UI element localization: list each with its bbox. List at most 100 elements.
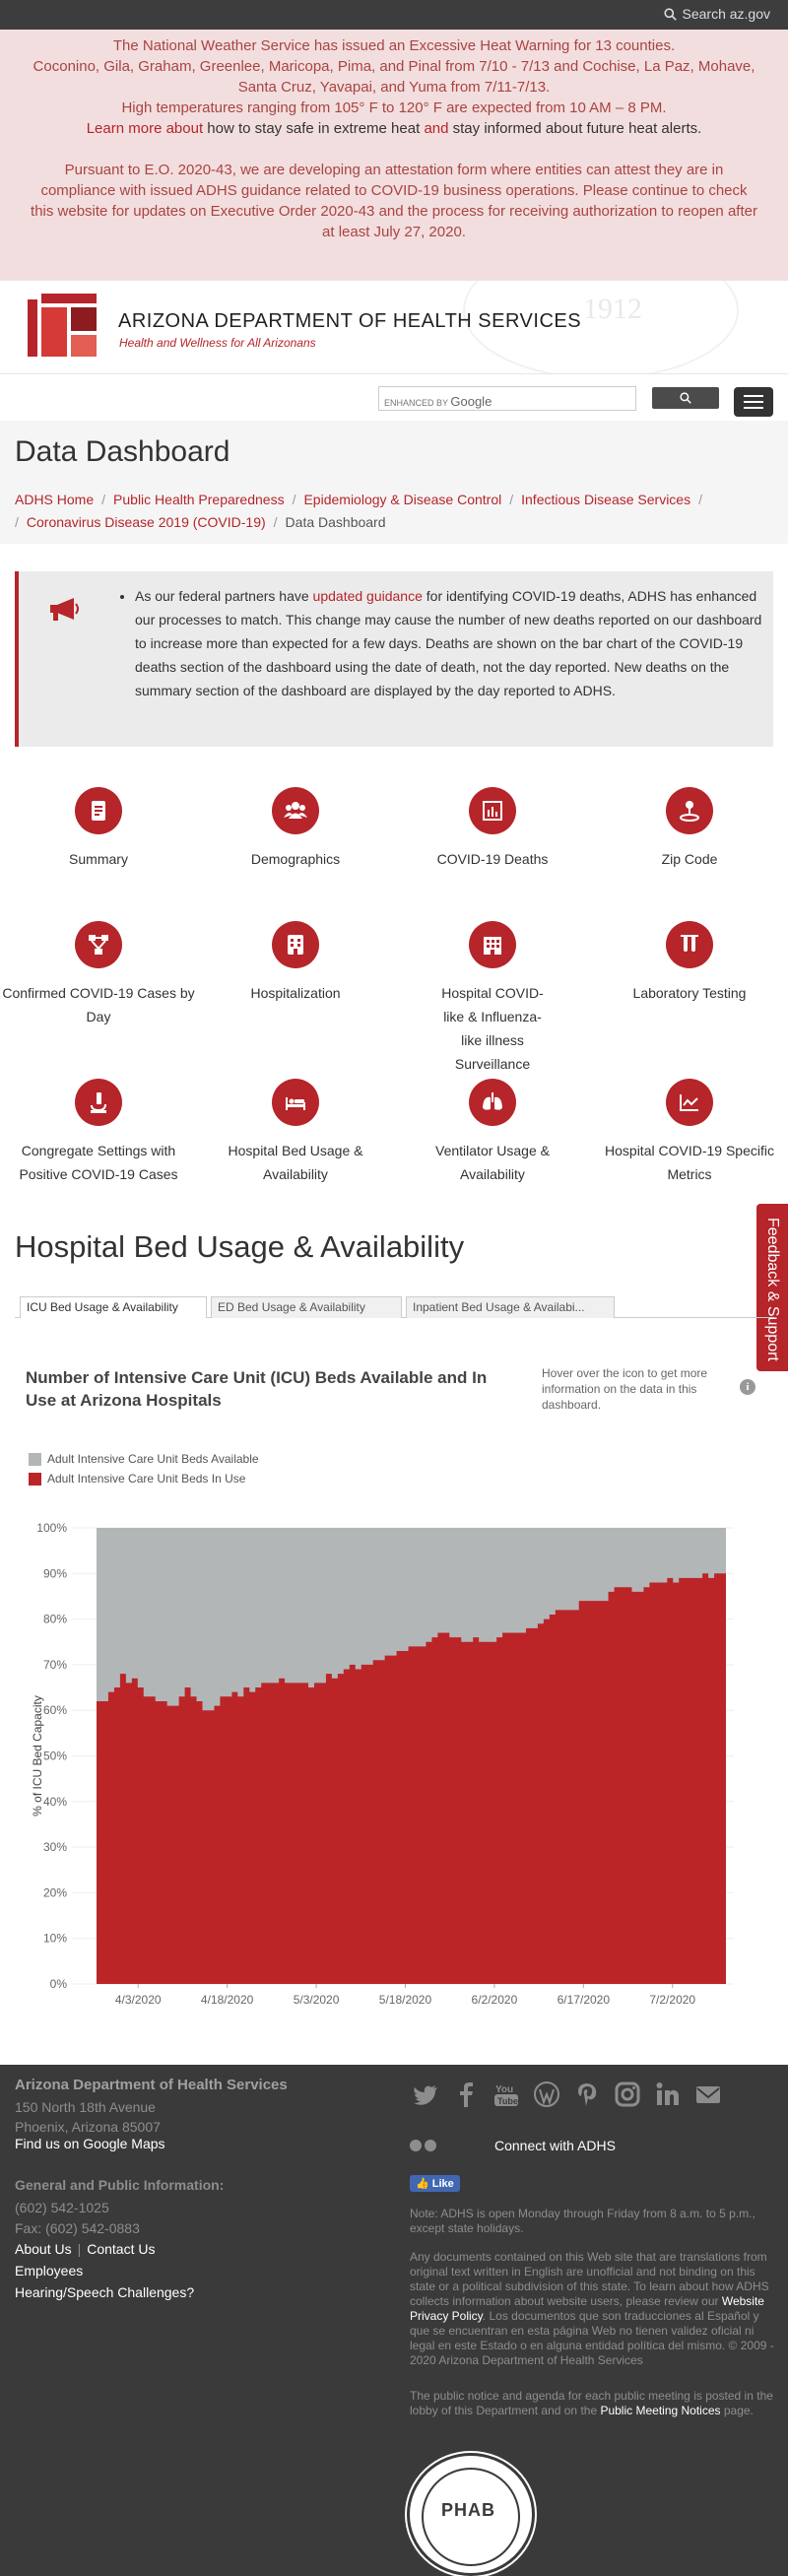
chart-legend: Adult Intensive Care Unit Beds Available… xyxy=(29,1452,259,1491)
about-us-link[interactable]: About Us xyxy=(15,2241,72,2257)
tile-hospitalization[interactable]: Hospitalization xyxy=(197,921,394,1005)
document-icon xyxy=(75,787,122,834)
alert-banner: The National Weather Service has issued … xyxy=(0,30,788,281)
email-icon[interactable] xyxy=(692,2079,724,2110)
icu-capacity-chart[interactable]: 0% 10% 20% 30% 40% 50% 60% 70% 80% 90% 100% % of IC… xyxy=(25,1522,754,2034)
site-header: 1912 ARIZONA DEPARTMENT OF HEALTH SERVIC… xyxy=(0,281,788,374)
legend-label-in-use: Adult Intensive Care Unit Beds In Use xyxy=(47,1472,246,1486)
breadcrumb-infectious-disease[interactable]: Infectious Disease Services xyxy=(521,492,691,507)
heat-warning-temps: High temperatures ranging from 105° F to… xyxy=(121,99,667,116)
tile-label: Ventilator Usage & Availability xyxy=(435,1143,550,1182)
phab-label: PHAB xyxy=(441,2500,496,2520)
twitter-icon[interactable] xyxy=(410,2079,441,2110)
updated-guidance-link[interactable]: updated guidance xyxy=(312,588,423,604)
people-icon xyxy=(272,787,319,834)
linkedin-icon[interactable] xyxy=(652,2079,684,2110)
google-maps-link[interactable]: Find us on Google Maps xyxy=(15,2136,165,2151)
tile-hospital-bed-usage[interactable]: Hospital Bed Usage & Availability xyxy=(197,1079,394,1186)
info-icon[interactable]: i xyxy=(740,1379,755,1395)
tile-covid19-deaths[interactable]: COVID-19 Deaths xyxy=(394,787,591,871)
tile-demographics[interactable]: Demographics xyxy=(197,787,394,871)
public-meeting-notices-link[interactable]: Public Meeting Notices xyxy=(600,2404,720,2417)
section-heading: Hospital Bed Usage & Availability xyxy=(15,1229,465,1264)
wordpress-icon[interactable] xyxy=(531,2079,562,2110)
y-tick-label: 100% xyxy=(36,1522,67,1535)
map-pin-icon xyxy=(666,787,713,834)
legend-label-available: Adult Intensive Care Unit Beds Available xyxy=(47,1452,259,1466)
y-tick-label: 90% xyxy=(43,1566,67,1580)
google-label: Google xyxy=(450,394,492,409)
site-footer: Arizona Department of Health Services 15… xyxy=(0,2065,788,2576)
instagram-icon[interactable] xyxy=(612,2079,643,2110)
tile-hospital-covid-metrics[interactable]: Hospital COVID-19 Specific Metrics xyxy=(591,1079,788,1186)
hearing-speech-link[interactable]: Hearing/Speech Challenges? xyxy=(15,2284,195,2300)
tab-inpatient-bed-usage[interactable]: Inpatient Bed Usage & Availabi... xyxy=(406,1296,615,1318)
tile-laboratory-testing[interactable]: Laboratory Testing xyxy=(591,921,788,1005)
tile-zip-code[interactable]: Zip Code xyxy=(591,787,788,871)
page-title: Data Dashboard xyxy=(15,435,230,468)
notice-item: As our federal partners have updated gui… xyxy=(135,584,765,702)
breadcrumb-covid19[interactable]: Coronavirus Disease 2019 (COVID-19) xyxy=(26,514,266,530)
y-tick-label: 80% xyxy=(43,1613,67,1626)
translation-note-part1: Any documents contained on this Web site… xyxy=(410,2250,769,2308)
test-tubes-icon xyxy=(666,921,713,968)
tile-ventilator-usage[interactable]: Ventilator Usage & Availability xyxy=(394,1079,591,1186)
google-search-input[interactable]: ENHANCED BY Google xyxy=(378,386,636,411)
like-label: Like xyxy=(431,2178,454,2190)
tile-hospital-covid-like-surveillance[interactable]: Hospital COVID-like & Influenza-like ill… xyxy=(394,921,591,1076)
youtube-icon[interactable]: You Tube xyxy=(491,2079,522,2110)
tile-congregate-settings[interactable]: Congregate Settings with Positive COVID-… xyxy=(0,1079,197,1186)
heat-and-link[interactable]: and xyxy=(424,120,449,137)
footer-address-line1: 150 North 18th Avenue xyxy=(15,2099,156,2115)
agency-name[interactable]: ARIZONA DEPARTMENT OF HEALTH SERVICES xyxy=(118,310,582,332)
network-icon xyxy=(75,921,122,968)
hours-note: Note: ADHS is open Monday through Friday… xyxy=(410,2207,755,2235)
executive-order-notice: Pursuant to E.O. 2020-43, we are develop… xyxy=(31,162,757,240)
public-notice-note: The public notice and agenda for each pu… xyxy=(410,2389,774,2418)
public-notice-part1: The public notice and agenda for each pu… xyxy=(410,2389,773,2417)
breadcrumb-public-health-preparedness[interactable]: Public Health Preparedness xyxy=(113,492,285,507)
contact-us-link[interactable]: Contact Us xyxy=(87,2241,156,2257)
connect-with-adhs[interactable]: Connect with ADHS xyxy=(410,2138,616,2153)
y-tick-label: 60% xyxy=(43,1703,67,1717)
series-in-use-area xyxy=(97,1573,726,1984)
tab-ed-bed-usage[interactable]: ED Bed Usage & Availability xyxy=(211,1296,402,1318)
search-azgov-link[interactable]: Search az.gov xyxy=(663,6,771,22)
facebook-icon[interactable] xyxy=(450,2079,482,2110)
legend-item-in-use[interactable]: Adult Intensive Care Unit Beds In Use xyxy=(29,1472,259,1486)
learn-more-link[interactable]: Learn more about xyxy=(86,120,204,137)
search-button[interactable] xyxy=(652,387,719,409)
privacy-policy-link[interactable]: Website Privacy Policy xyxy=(410,2294,764,2323)
footer-org-name: Arizona Department of Health Services xyxy=(15,2077,288,2093)
pinterest-icon[interactable] xyxy=(571,2079,603,2110)
y-tick-label: 40% xyxy=(43,1795,67,1809)
search-icon xyxy=(680,392,691,404)
x-tick-label: 5/3/2020 xyxy=(294,1993,340,2007)
breadcrumb-adhs-home[interactable]: ADHS Home xyxy=(15,492,95,507)
tile-label: Zip Code xyxy=(661,851,718,867)
lungs-icon xyxy=(469,1079,516,1126)
footer-links: About Us | Contact Us Employees Hearing/Sp… xyxy=(15,2241,195,2300)
phab-accreditation-badge[interactable]: PHAB xyxy=(407,2453,535,2576)
svg-text:You: You xyxy=(495,2084,513,2095)
feedback-support-tab[interactable]: Feedback & Support xyxy=(756,1204,788,1371)
tab-icu-bed-usage[interactable]: ICU Bed Usage & Availability xyxy=(20,1296,207,1318)
y-tick-label: 20% xyxy=(43,1885,67,1899)
search-row: ENHANCED BY Google xyxy=(0,374,788,421)
tile-confirmed-cases-by-day[interactable]: Confirmed COVID-19 Cases by Day xyxy=(0,921,197,1028)
tile-summary[interactable]: Summary xyxy=(0,787,197,871)
notice-list: As our federal partners have updated gui… xyxy=(135,584,765,702)
search-azgov-label: Search az.gov xyxy=(682,6,771,22)
hamburger-menu-button[interactable] xyxy=(734,387,773,417)
translation-note-part2: . Los documentos que son traducciones al… xyxy=(410,2309,774,2367)
page-title-block: Data Dashboard ADHS Home / Public Health P… xyxy=(0,421,788,544)
breadcrumb-epidemiology[interactable]: Epidemiology & Disease Control xyxy=(303,492,502,507)
facebook-like-button[interactable]: 👍 Like xyxy=(410,2175,460,2192)
tile-label: Demographics xyxy=(250,851,341,867)
general-info-heading: General and Public Information: xyxy=(15,2177,225,2193)
employees-link[interactable]: Employees xyxy=(15,2263,84,2279)
translation-note: Any documents contained on this Web site… xyxy=(410,2250,774,2368)
thumbs-up-icon: 👍 xyxy=(416,2178,429,2190)
adhs-logo-icon[interactable] xyxy=(28,294,102,361)
legend-item-available[interactable]: Adult Intensive Care Unit Beds Available xyxy=(29,1452,259,1466)
